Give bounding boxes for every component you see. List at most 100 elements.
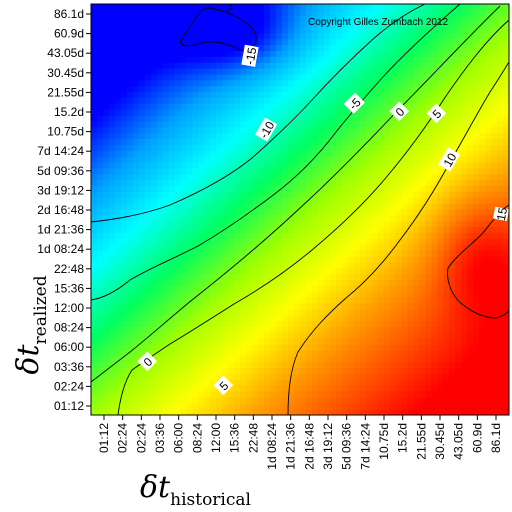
heatmap-cell bbox=[120, 115, 128, 123]
heatmap-cell bbox=[341, 150, 349, 158]
heatmap-cell bbox=[485, 197, 492, 205]
heatmap-cell bbox=[102, 321, 110, 328]
heatmap-cell bbox=[383, 209, 391, 216]
heatmap-cell bbox=[497, 338, 504, 346]
heatmap-cell bbox=[503, 326, 509, 334]
heatmap-cell bbox=[371, 297, 379, 305]
heatmap-cell bbox=[222, 279, 229, 287]
heatmap-cell bbox=[288, 362, 295, 369]
heatmap-cell bbox=[264, 326, 271, 334]
heatmap-cell bbox=[383, 215, 391, 222]
heatmap-cell bbox=[186, 162, 194, 169]
heatmap-cell bbox=[449, 209, 456, 216]
heatmap-cell bbox=[473, 350, 480, 357]
heatmap-cell bbox=[425, 379, 432, 387]
heatmap-cell bbox=[491, 391, 498, 398]
heatmap-cell bbox=[335, 133, 343, 140]
heatmap-cell bbox=[347, 321, 355, 328]
heatmap-cell bbox=[144, 86, 152, 93]
heatmap-cell bbox=[168, 309, 176, 316]
heatmap-cell bbox=[503, 291, 509, 299]
heatmap-cell bbox=[341, 180, 349, 187]
heatmap-cell bbox=[425, 144, 432, 152]
heatmap-cell bbox=[174, 74, 182, 81]
heatmap-cell bbox=[491, 45, 498, 52]
heatmap-cell bbox=[300, 144, 307, 152]
heatmap-cell bbox=[305, 303, 313, 310]
heatmap-cell bbox=[335, 262, 343, 269]
heatmap-cell bbox=[401, 362, 409, 369]
heatmap-cell bbox=[323, 103, 331, 111]
heatmap-cell bbox=[264, 262, 271, 269]
heatmap-cell bbox=[443, 362, 450, 369]
heatmap-cell bbox=[455, 309, 462, 316]
heatmap-cell bbox=[102, 39, 110, 46]
heatmap-cell bbox=[138, 180, 146, 187]
heatmap-cell bbox=[228, 397, 235, 404]
heatmap-cell bbox=[186, 344, 194, 352]
heatmap-cell bbox=[425, 21, 432, 29]
heatmap-cell bbox=[359, 74, 367, 81]
heatmap-cell bbox=[323, 385, 331, 393]
heatmap-cell bbox=[431, 39, 438, 46]
heatmap-cell bbox=[377, 221, 385, 228]
heatmap-cell bbox=[335, 403, 343, 410]
heatmap-cell bbox=[252, 156, 259, 164]
heatmap-cell bbox=[449, 297, 456, 305]
heatmap-cell bbox=[282, 150, 289, 158]
heatmap-cell bbox=[91, 197, 98, 205]
heatmap-cell bbox=[443, 285, 450, 293]
heatmap-cell bbox=[347, 227, 355, 234]
heatmap-cell bbox=[210, 297, 217, 305]
heatmap-cell bbox=[270, 86, 277, 93]
heatmap-cell bbox=[461, 121, 468, 128]
heatmap-cell bbox=[353, 45, 361, 52]
heatmap-cell bbox=[156, 338, 164, 346]
heatmap-cell bbox=[395, 50, 403, 58]
heatmap-cell bbox=[120, 74, 128, 81]
heatmap-cell bbox=[365, 45, 373, 52]
heatmap-cell bbox=[204, 27, 212, 34]
heatmap-cell bbox=[246, 33, 253, 40]
heatmap-cell bbox=[365, 74, 373, 81]
heatmap-cell bbox=[252, 9, 259, 17]
heatmap-cell bbox=[180, 203, 188, 211]
heatmap-cell bbox=[407, 127, 415, 134]
heatmap-cell bbox=[216, 109, 223, 117]
heatmap-cell bbox=[329, 385, 337, 393]
heatmap-cell bbox=[174, 279, 182, 287]
heatmap-cell bbox=[294, 238, 301, 246]
heatmap-cell bbox=[359, 297, 367, 305]
heatmap-cell bbox=[186, 321, 194, 328]
heatmap-cell bbox=[461, 197, 468, 205]
heatmap-cell bbox=[138, 279, 146, 287]
heatmap-cell bbox=[431, 150, 438, 158]
heatmap-cell bbox=[431, 191, 438, 199]
heatmap-cell bbox=[300, 50, 307, 58]
heatmap-cell bbox=[204, 109, 212, 117]
heatmap-cell bbox=[431, 379, 438, 387]
heatmap-cell bbox=[389, 174, 397, 181]
heatmap-cell bbox=[413, 356, 421, 363]
heatmap-cell bbox=[305, 238, 313, 246]
heatmap-cell bbox=[91, 262, 98, 269]
heatmap-cell bbox=[425, 56, 432, 64]
heatmap-cell bbox=[282, 227, 289, 234]
heatmap-cell bbox=[270, 115, 277, 123]
heatmap-cell bbox=[168, 27, 176, 34]
heatmap-cell bbox=[210, 250, 217, 258]
heatmap-cell bbox=[359, 250, 367, 258]
heatmap-cell bbox=[270, 262, 277, 269]
heatmap-cell bbox=[162, 150, 170, 158]
copyright-notice: Copyright Gilles Zumbach 2012 bbox=[308, 17, 449, 28]
heatmap-cell bbox=[389, 68, 397, 76]
heatmap-cell bbox=[288, 244, 295, 252]
heatmap-cell bbox=[359, 4, 367, 11]
heatmap-cell bbox=[156, 109, 164, 117]
heatmap-cell bbox=[102, 238, 110, 246]
heatmap-cell bbox=[359, 391, 367, 398]
heatmap-cell bbox=[473, 238, 480, 246]
heatmap-cell bbox=[407, 50, 415, 58]
heatmap-cell bbox=[132, 274, 140, 281]
heatmap-cell bbox=[497, 139, 504, 146]
